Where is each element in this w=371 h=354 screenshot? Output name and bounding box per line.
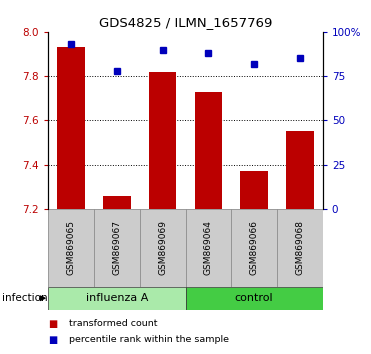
Bar — [240, 171, 268, 209]
Text: GSM869065: GSM869065 — [67, 220, 76, 275]
Bar — [140, 209, 186, 287]
Bar — [103, 195, 131, 209]
Bar — [94, 209, 140, 287]
Bar — [48, 209, 94, 287]
Text: GSM869068: GSM869068 — [295, 220, 304, 275]
Bar — [286, 131, 313, 209]
Bar — [48, 287, 186, 310]
Text: percentile rank within the sample: percentile rank within the sample — [69, 335, 229, 344]
Text: ■: ■ — [48, 335, 58, 345]
Bar — [277, 209, 323, 287]
Text: GSM869066: GSM869066 — [250, 220, 259, 275]
Bar — [58, 47, 85, 209]
Text: GSM869064: GSM869064 — [204, 220, 213, 275]
Bar — [186, 287, 323, 310]
Text: transformed count: transformed count — [69, 319, 157, 329]
Bar — [231, 209, 277, 287]
Text: influenza A: influenza A — [86, 293, 148, 303]
Bar — [195, 92, 222, 209]
Text: ■: ■ — [48, 319, 58, 329]
Text: control: control — [235, 293, 273, 303]
Text: GSM869069: GSM869069 — [158, 220, 167, 275]
Text: GSM869067: GSM869067 — [112, 220, 121, 275]
Title: GDS4825 / ILMN_1657769: GDS4825 / ILMN_1657769 — [99, 16, 272, 29]
Bar — [186, 209, 231, 287]
Text: infection: infection — [2, 293, 47, 303]
Bar — [149, 72, 176, 209]
